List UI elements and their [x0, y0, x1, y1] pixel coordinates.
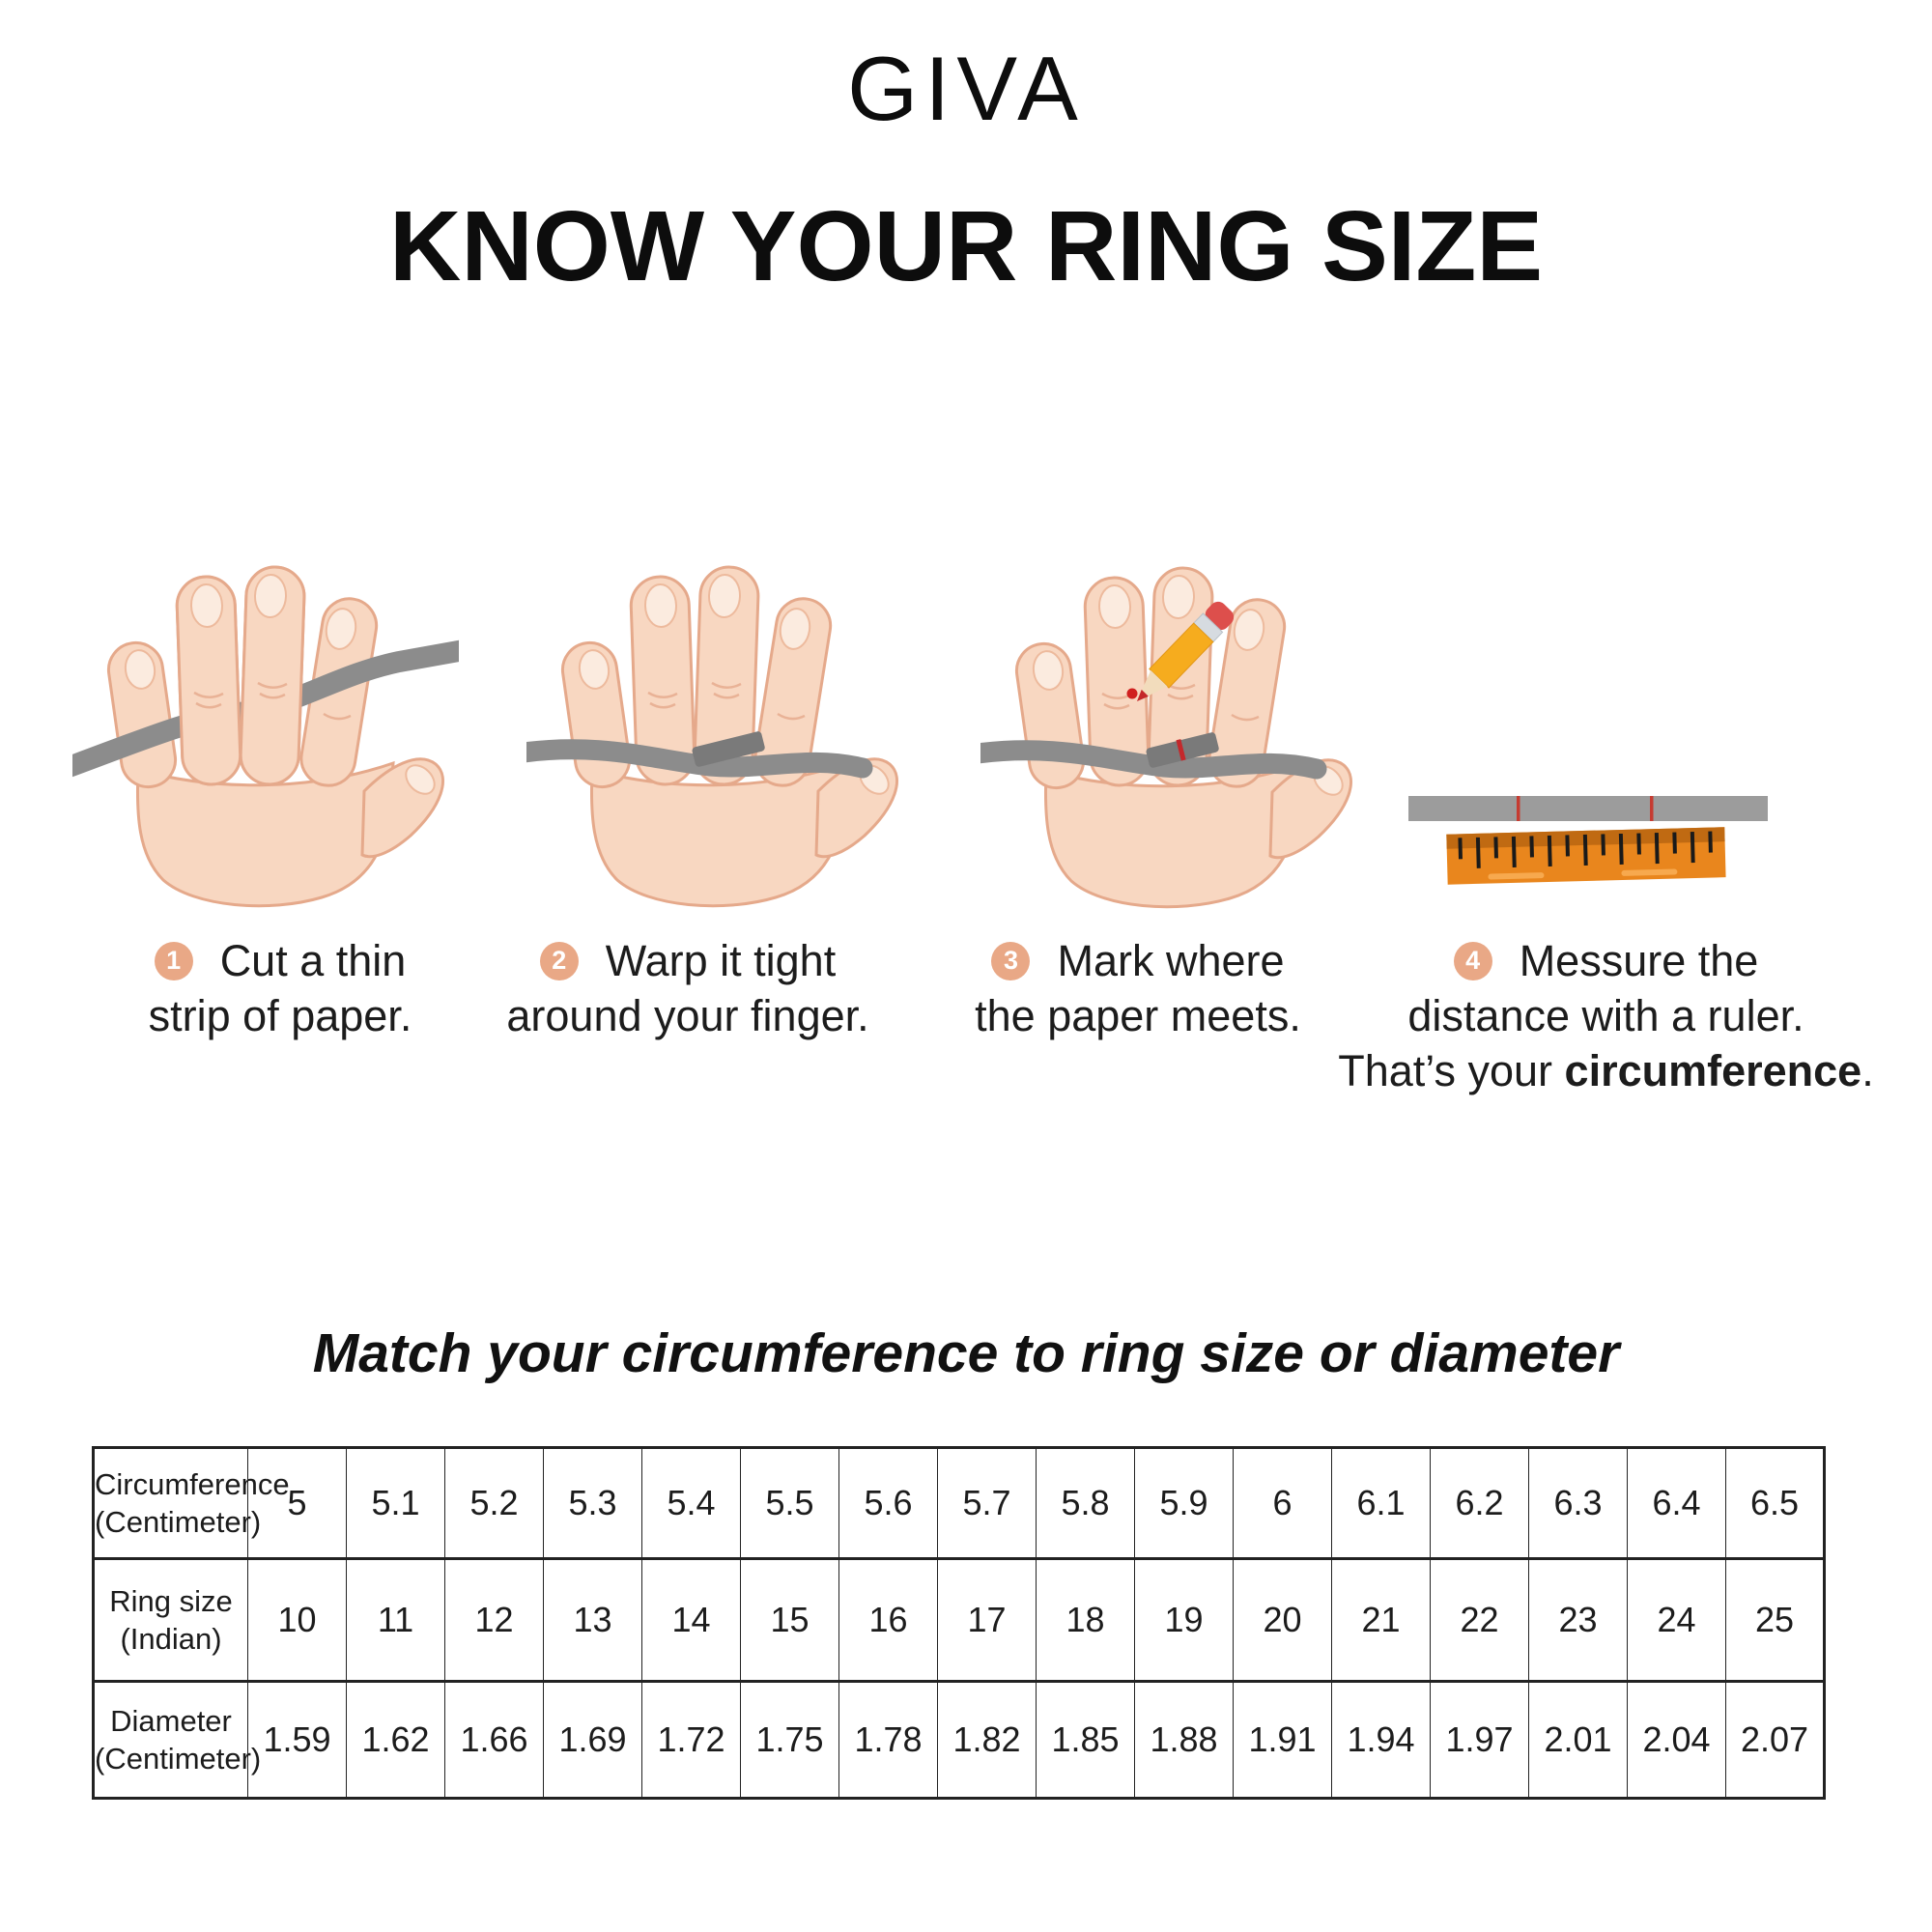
size-cell: 1.72: [641, 1681, 741, 1799]
step-3-caption: 3 Mark where the paper meets.: [921, 933, 1355, 1043]
ruler-step-4-illustration: [1408, 796, 1768, 885]
size-cell: 1.69: [543, 1681, 642, 1799]
size-cell: 13: [543, 1558, 642, 1682]
size-cell: 5.6: [838, 1447, 938, 1559]
size-cell: 5: [247, 1447, 347, 1559]
size-cell: 6.4: [1627, 1447, 1726, 1559]
brand-logo: GIVA: [847, 38, 1085, 139]
table-row: Ring size (Indian) 10 11 12 13 14 15 16 17 18 19 20 2…: [93, 1558, 1825, 1682]
hand-icon: [559, 566, 897, 906]
step-caption-text: Cut a thin: [219, 936, 407, 985]
size-cell: 1.75: [740, 1681, 839, 1799]
size-cell: 6.3: [1528, 1447, 1628, 1559]
ring-size-table: Circumference (Centimeter) 5 5.1 5.2 5.3 5.4 5.…: [92, 1446, 1826, 1800]
size-cell: 1.91: [1233, 1681, 1332, 1799]
step-2-caption: 2 Warp it tight around your finger.: [470, 933, 905, 1043]
step-1-caption: 1 Cut a thin strip of paper.: [87, 933, 473, 1043]
size-cell: 1.62: [346, 1681, 445, 1799]
hand-step-3-illustration: [980, 549, 1367, 916]
size-cell: 10: [247, 1558, 347, 1682]
size-cell: 6.5: [1725, 1447, 1825, 1559]
step-caption-text: Mark where: [1057, 936, 1285, 985]
size-cell: 5.2: [444, 1447, 544, 1559]
size-cell: 24: [1627, 1558, 1726, 1682]
row-header: Circumference (Centimeter): [93, 1447, 290, 1559]
size-cell: 15: [740, 1558, 839, 1682]
size-cell: 1.88: [1134, 1681, 1234, 1799]
step-caption-line: 3 Mark where: [921, 933, 1355, 988]
size-cell: 2.01: [1528, 1681, 1628, 1799]
size-cell: 16: [838, 1558, 938, 1682]
size-cell: 12: [444, 1558, 544, 1682]
size-cell: 11: [346, 1558, 445, 1682]
size-cell: 6: [1233, 1447, 1332, 1559]
table-row: Circumference (Centimeter) 5 5.1 5.2 5.3 5.4 5.…: [93, 1447, 1825, 1559]
step-caption-line: the paper meets.: [975, 991, 1301, 1040]
red-mark-icon: [1650, 796, 1654, 821]
size-cell: 5.4: [641, 1447, 741, 1559]
paper-strip-icon: [526, 739, 873, 779]
step-caption-text: Warp it tight: [605, 936, 837, 985]
size-cell: 5.8: [1036, 1447, 1135, 1559]
step-caption-line: around your finger.: [506, 991, 869, 1040]
size-cell: 1.97: [1430, 1681, 1529, 1799]
row-header: Diameter (Centimeter): [93, 1681, 261, 1799]
size-cell: 22: [1430, 1558, 1529, 1682]
size-cell: 5.7: [937, 1447, 1037, 1559]
size-cell: 1.94: [1331, 1681, 1431, 1799]
step-number-badge: 1: [154, 941, 193, 980]
size-cell: 1.66: [444, 1681, 544, 1799]
hand-step-2-illustration: [526, 555, 913, 913]
ruler-icon: [1446, 827, 1726, 885]
paper-strip-icon: [1408, 796, 1768, 821]
hand-step-1-illustration: [72, 564, 459, 913]
pencil-icon: [1137, 601, 1235, 701]
step-caption-line: That’s your circumference.: [1338, 1046, 1874, 1095]
size-cell: 25: [1725, 1558, 1825, 1682]
step-caption-line: strip of paper.: [148, 991, 412, 1040]
size-cell: 20: [1233, 1558, 1332, 1682]
hand-icon: [1013, 567, 1351, 907]
size-cell: 5.3: [543, 1447, 642, 1559]
size-cell: 5.5: [740, 1447, 839, 1559]
size-cell: 17: [937, 1558, 1037, 1682]
step-number-badge: 2: [539, 941, 579, 980]
step-caption-line: distance with a ruler.: [1407, 991, 1804, 1040]
paper-strip-icon: [980, 740, 1327, 780]
red-mark-icon: [1517, 796, 1520, 821]
step-caption-text: Messure the: [1519, 936, 1759, 985]
step-number-badge: 3: [991, 941, 1031, 980]
size-cell: 6.1: [1331, 1447, 1431, 1559]
size-cell: 23: [1528, 1558, 1628, 1682]
step-number-badge: 4: [1453, 941, 1492, 980]
size-cell: 14: [641, 1558, 741, 1682]
red-mark-icon: [1176, 739, 1186, 761]
size-cell: 1.59: [247, 1681, 347, 1799]
size-cell: 19: [1134, 1558, 1234, 1682]
paper-strip-wrap-icon: [692, 731, 765, 767]
size-cell: 1.85: [1036, 1681, 1135, 1799]
size-cell: 2.04: [1627, 1681, 1726, 1799]
row-header: Ring size (Indian): [93, 1558, 248, 1682]
step-4-caption: 4 Messure the distance with a ruler. That’s…: [1338, 933, 1874, 1098]
step-caption-line: 4 Messure the: [1338, 933, 1874, 988]
hand-icon: [174, 564, 307, 787]
size-cell: 5.1: [346, 1447, 445, 1559]
size-cell: 2.07: [1725, 1681, 1825, 1799]
step-caption-line: 2 Warp it tight: [470, 933, 905, 988]
size-cell: 6.2: [1430, 1447, 1529, 1559]
size-cell: 5.9: [1134, 1447, 1234, 1559]
size-cell: 18: [1036, 1558, 1135, 1682]
table-row: Diameter (Centimeter) 1.59 1.62 1.66 1.69 1.72…: [93, 1681, 1825, 1799]
size-cell: 1.78: [838, 1681, 938, 1799]
red-mark-icon: [1126, 688, 1138, 699]
size-cell: 21: [1331, 1558, 1431, 1682]
page-title: KNOW YOUR RING SIZE: [388, 190, 1544, 301]
size-cell: 1.82: [937, 1681, 1037, 1799]
step-caption-line: 1 Cut a thin: [87, 933, 473, 988]
table-title: Match your circumference to ring size or…: [312, 1322, 1620, 1384]
